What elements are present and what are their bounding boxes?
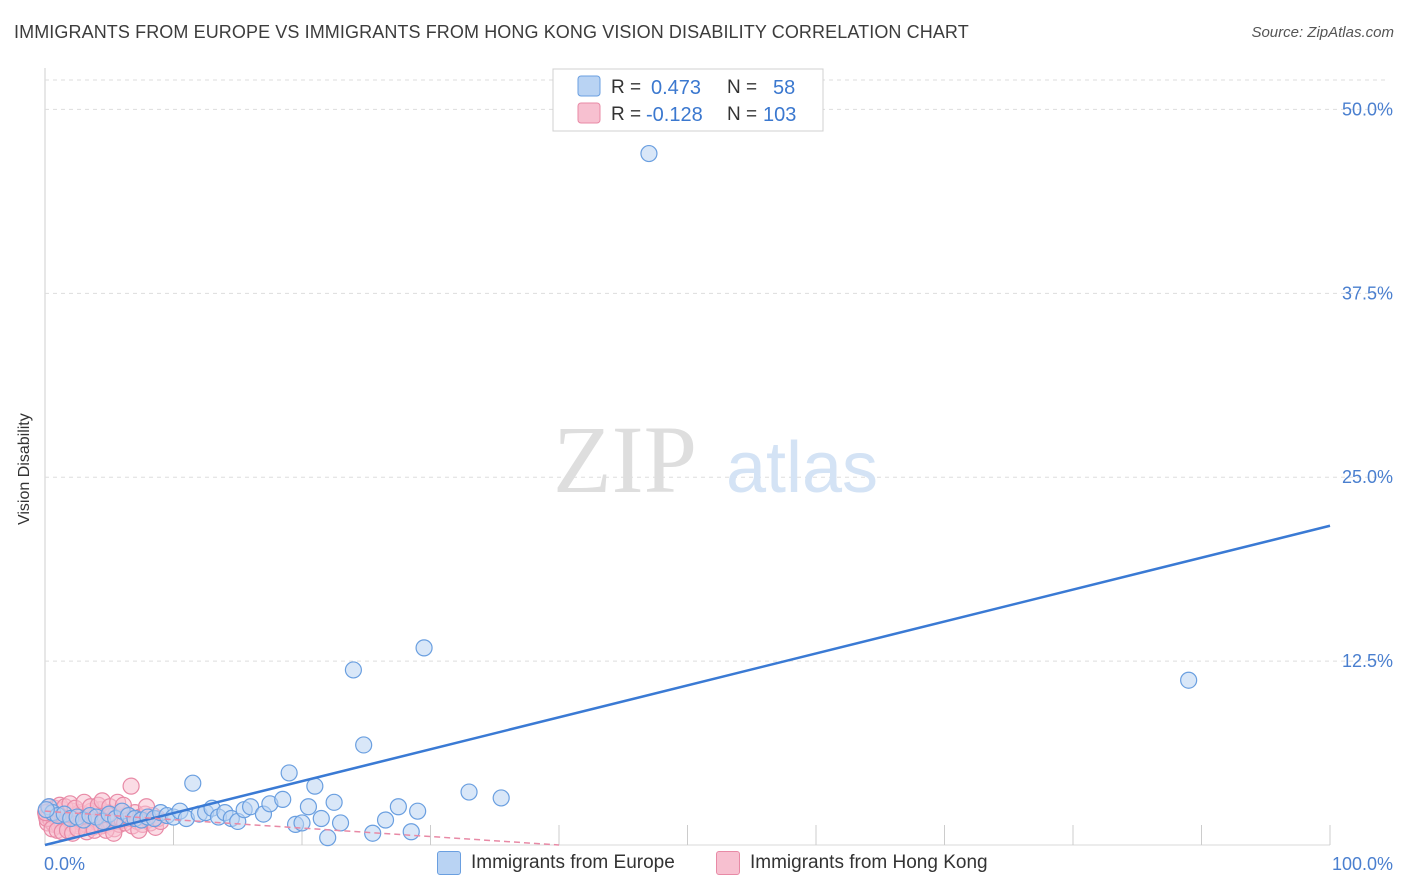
europe-points [37,144,1198,847]
europe-point [274,790,292,808]
source-credit: Source: ZipAtlas.com [1251,24,1394,41]
europe-point [325,793,343,811]
europe-point [280,764,298,782]
legend-label-europe: Immigrants from Europe [471,852,675,873]
legend-swatch-hongkong [577,102,601,124]
europe-point [37,801,55,819]
legend-box: R = 0.473 N = 58 R = -0.128 N = 103 [552,68,824,132]
europe-point [344,661,362,679]
legend-n-value-europe: 58 [773,77,795,99]
europe-point [364,824,382,842]
europe-point [640,144,658,163]
legend-label-hongkong: Immigrants from Hong Kong [750,852,988,873]
trend-lines [44,524,1331,847]
legend-item-europe[interactable]: Immigrants from Europe [437,851,675,875]
europe-point [242,798,260,816]
watermark-atlas: atlas [726,428,878,508]
x-tick-label-min: 0.0% [44,854,85,874]
europe-point [312,809,330,828]
y-tick-label: 37.5% [1342,283,1393,303]
legend-n-label: N = [727,104,757,125]
europe-point [389,798,407,816]
legend-r-label: R = [611,104,641,125]
legend-n-label: N = [727,77,757,98]
legend-r-value-hongkong: -0.128 [646,104,703,126]
europe-point [1180,671,1198,689]
chart-title: IMMIGRANTS FROM EUROPE VS IMMIGRANTS FRO… [14,22,969,42]
europe-point [184,774,202,792]
trend-line-hongkong [44,810,560,846]
x-tick-label-max: 100.0% [1332,854,1393,874]
x-axis-ticks [44,825,1331,845]
trend-line-europe [44,524,1331,847]
legend-r-label: R = [611,77,641,98]
legend-swatch-europe [577,75,601,97]
europe-swatch [437,851,461,875]
legend-r-value-europe: 0.473 [651,77,701,99]
y-tick-label: 12.5% [1342,651,1393,671]
y-tick-labels: 12.5% 25.0% 37.5% 50.0% [1342,99,1393,671]
europe-point [402,823,420,841]
hongkong-swatch [716,851,740,875]
legend-n-value-hongkong: 103 [763,104,796,126]
hongkong-point [122,777,140,795]
europe-point [415,639,433,657]
europe-point [376,811,395,829]
legend-item-hongkong[interactable]: Immigrants from Hong Kong [716,851,988,875]
europe-point [492,789,510,807]
europe-point [331,814,350,832]
europe-point [460,783,478,801]
europe-point [409,802,427,820]
y-tick-label: 25.0% [1342,467,1393,487]
europe-point [293,814,311,832]
watermark-zip: ZIP [553,406,697,513]
grid-lines [44,68,1385,846]
europe-point [319,829,337,847]
europe-point [299,798,318,816]
europe-point [355,736,373,754]
y-tick-label: 50.0% [1342,99,1393,119]
